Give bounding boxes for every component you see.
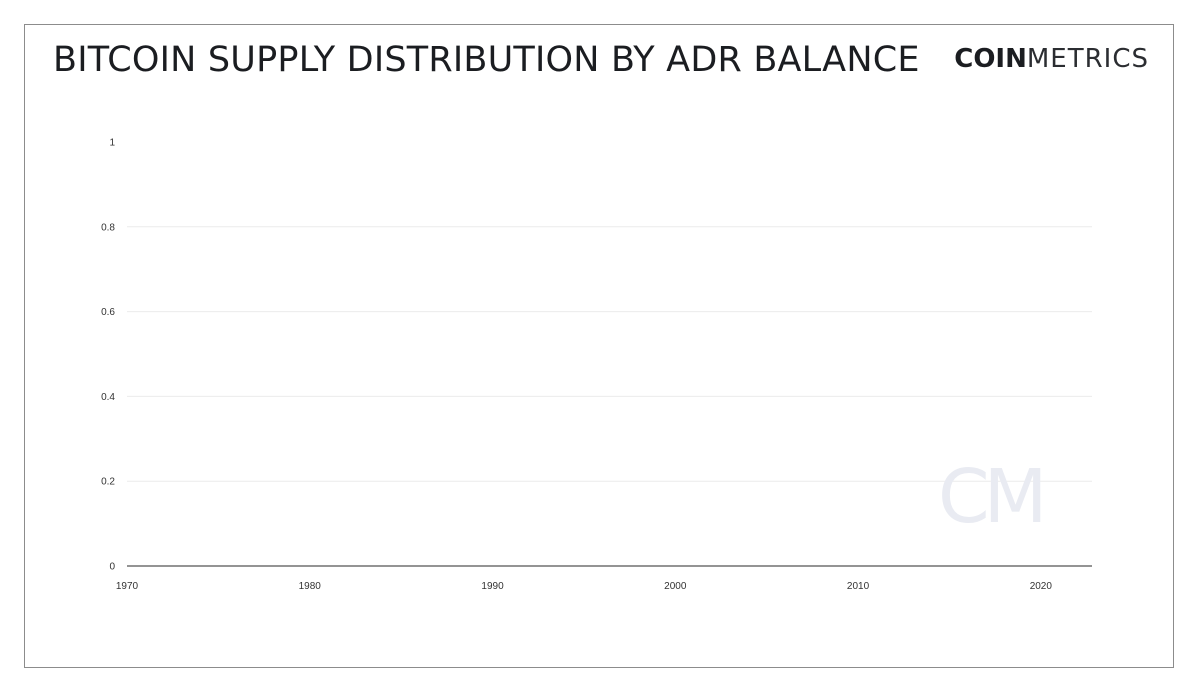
logo-bold-part: COIN — [954, 44, 1027, 74]
x-tick-label: 1970 — [116, 581, 139, 592]
y-tick-label: 0.2 — [101, 477, 115, 488]
y-tick-label: 1 — [109, 138, 115, 149]
x-tick-label: 1980 — [299, 581, 322, 592]
y-tick-label: 0.4 — [101, 392, 115, 403]
x-tick-label: 2000 — [664, 581, 687, 592]
coinmetrics-logo: COINMETRICS — [954, 44, 1149, 74]
grid-lines — [127, 226, 1092, 482]
logo-light-part: METRICS — [1026, 44, 1149, 74]
watermark-logo: CM — [938, 454, 1042, 540]
x-tick-label: 1990 — [481, 581, 504, 592]
chart-frame: BITCOIN SUPPLY DISTRIBUTION BY ADR BALAN… — [24, 24, 1174, 668]
y-tick-label: 0.8 — [101, 222, 115, 233]
chart-title: BITCOIN SUPPLY DISTRIBUTION BY ADR BALAN… — [53, 40, 920, 80]
x-tick-label: 2010 — [847, 581, 870, 592]
x-tick-label: 2020 — [1030, 581, 1053, 592]
x-axis-labels: 1970 1980 1990 2000 2010 2020 — [116, 581, 1053, 592]
y-tick-label: 0 — [109, 562, 115, 573]
y-axis-labels: 0 0.2 0.4 0.6 0.8 1 — [101, 138, 115, 573]
y-tick-label: 0.6 — [101, 307, 115, 318]
